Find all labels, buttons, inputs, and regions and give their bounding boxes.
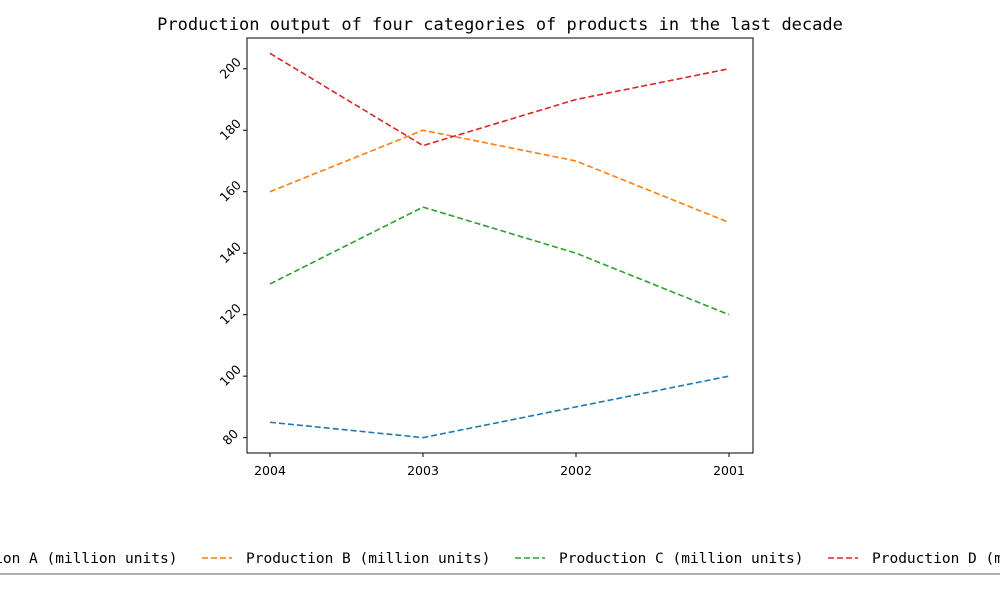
y-tick-label: 100	[217, 362, 245, 390]
y-axis: 80 100 120 140 160 180 200	[217, 54, 247, 448]
series-lines	[269, 52, 730, 439]
x-tick-label: 2002	[560, 463, 592, 478]
y-tick-label: 160	[217, 177, 245, 205]
legend-label: Production C (million units)	[559, 551, 803, 567]
legend-label: Production A (million units)	[0, 551, 177, 567]
x-tick-label: 2003	[407, 463, 439, 478]
x-tick-label: 2001	[713, 463, 745, 478]
series-line-a	[269, 375, 730, 439]
x-axis: 2004 2003 2002 2001	[254, 453, 745, 478]
x-tick-label: 2004	[254, 463, 286, 478]
y-tick-label: 80	[219, 426, 241, 448]
plot-frame	[246, 37, 754, 454]
series-line-c	[269, 206, 730, 316]
series-line-d	[269, 52, 730, 147]
y-tick-label: 180	[217, 116, 245, 144]
chart-title: Production output of four categories of …	[157, 15, 843, 35]
series-line-b	[269, 129, 730, 224]
legend: Production A (million units) Production B…	[0, 551, 1000, 575]
y-tick-label: 120	[217, 300, 245, 328]
y-tick-label: 200	[217, 54, 245, 82]
legend-label: Production D (million units)	[872, 551, 1000, 567]
legend-label: Production B (million units)	[246, 551, 490, 567]
y-tick-label: 140	[217, 239, 245, 267]
